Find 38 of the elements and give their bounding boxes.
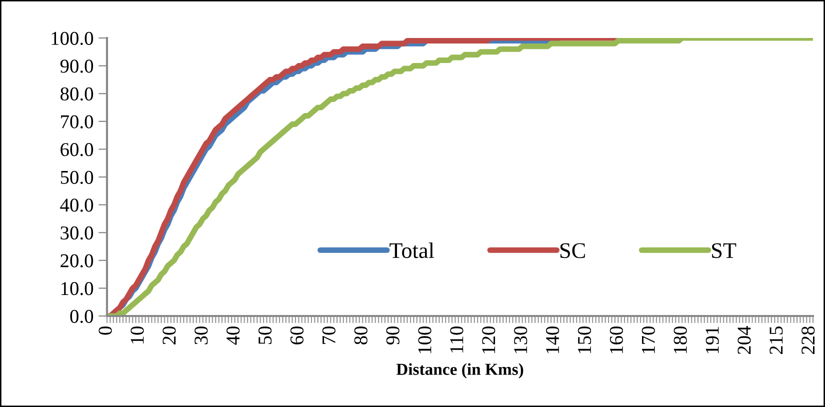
x-tick-label: 180: [674, 326, 687, 354]
legend-label: Total: [390, 242, 434, 258]
x-tick-label: 100: [418, 326, 432, 354]
x-tick-label: 228: [802, 326, 815, 354]
x-tick-label: 110: [450, 326, 464, 352]
y-tick-label: 30.0: [60, 226, 94, 240]
x-tick-label: 204: [738, 326, 751, 354]
x-tick-label: 215: [770, 326, 783, 354]
x-tick-label: 120: [482, 326, 496, 354]
y-tick-label: 80.0: [60, 87, 94, 101]
x-tick-label: 170: [642, 326, 655, 354]
x-tick-label: 30: [194, 326, 208, 344]
y-tick-label: 90.0: [60, 60, 94, 73]
y-tick-label: 50.0: [60, 170, 94, 184]
y-tick-label: 0.0: [70, 310, 94, 324]
y-tick-label: 60.0: [60, 143, 94, 156]
y-tick-label: 100.0: [52, 32, 94, 46]
x-tick-label: 80: [354, 326, 368, 344]
x-tick-label: 191: [706, 326, 719, 354]
y-tick-label: 10.0: [61, 282, 94, 296]
x-tick-label: 150: [578, 326, 592, 354]
x-tick-label: 40: [226, 326, 240, 345]
x-tick-label: 140: [546, 326, 560, 354]
x-axis-title: Distance (in Kms): [396, 363, 524, 378]
x-tick-label: 50: [258, 326, 272, 344]
y-tick-label: 70.0: [61, 115, 94, 128]
x-tick-label: 90: [386, 326, 400, 345]
x-tick-label: 20: [162, 326, 176, 344]
x-tick-label: 10: [130, 326, 144, 344]
x-tick-label: 0: [98, 326, 112, 335]
x-tick-label: 130: [514, 326, 528, 354]
y-tick-label: 40.0: [60, 198, 94, 212]
legend-label: ST: [712, 243, 736, 258]
y-tick-label: 20.0: [60, 254, 94, 268]
x-tick-label: 60: [290, 326, 304, 344]
x-tick-label: 160: [610, 326, 623, 354]
x-tick-label: 70: [322, 326, 336, 344]
legend-label: SC: [560, 243, 585, 258]
